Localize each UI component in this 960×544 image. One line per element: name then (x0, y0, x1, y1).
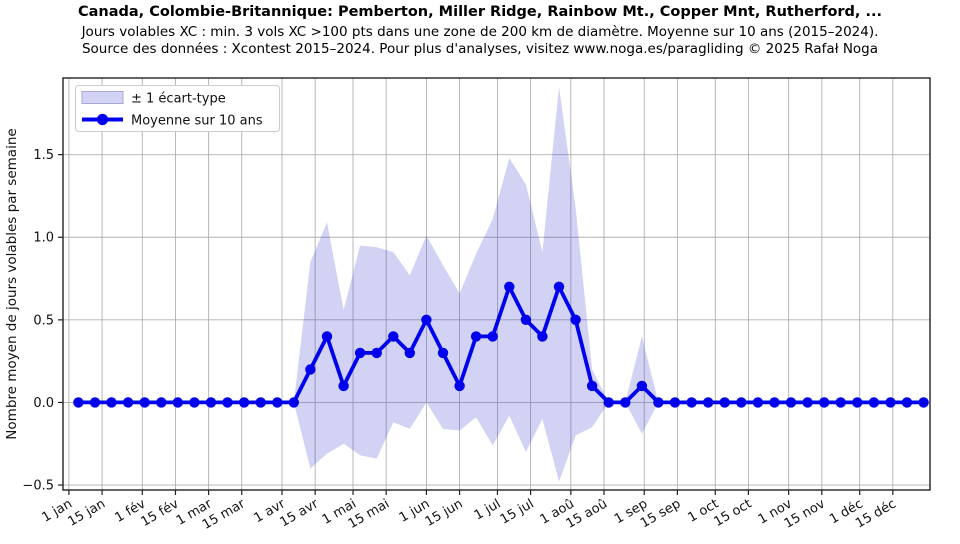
data-point-marker (487, 331, 498, 342)
data-point-marker (918, 397, 929, 408)
data-point-marker (570, 314, 581, 325)
data-point-marker (620, 397, 631, 408)
plot-border (62, 77, 931, 491)
data-point-marker (238, 397, 250, 408)
y-tick-label: 0.0 (33, 396, 54, 411)
data-point-marker (852, 397, 863, 408)
data-point-marker (802, 397, 813, 408)
y-axis-ticks: −0.5 0.0 0.5 1.0 1.5 (22, 148, 63, 494)
std-band-area (78, 86, 924, 482)
data-point-marker (205, 397, 217, 408)
data-point-marker (885, 397, 896, 408)
data-point-marker (272, 397, 283, 408)
legend-band-label: ± 1 écart-type (131, 92, 226, 107)
y-tick-label: 1.0 (33, 231, 54, 246)
data-point-marker (686, 397, 697, 408)
data-point-marker (437, 347, 449, 359)
data-point-marker (819, 397, 830, 408)
data-point-marker (537, 331, 548, 342)
data-point-marker (719, 397, 730, 408)
data-point-marker (106, 397, 117, 408)
y-axis-label: Nombre moyen de jours volables par semai… (4, 128, 20, 439)
data-point-marker (769, 397, 780, 408)
data-point-marker (454, 380, 465, 392)
data-point-marker (653, 397, 664, 408)
data-point-marker (752, 397, 764, 408)
x-tick-label: 15 fév (138, 496, 181, 530)
x-tick-label: 15 avr (278, 496, 322, 530)
data-point-marker (354, 347, 366, 359)
chart-legend: ± 1 écart-type Moyenne sur 10 ans (75, 85, 280, 132)
data-point-marker (172, 397, 183, 408)
data-point-marker (371, 347, 382, 359)
legend-band-swatch (81, 91, 124, 104)
legend-box (75, 85, 280, 132)
mean-line (76, 284, 926, 405)
x-tick-label: 15 jan (65, 496, 108, 529)
y-tick-label: 0.5 (33, 313, 54, 328)
data-point-marker (338, 380, 349, 392)
data-point-marker (421, 314, 432, 325)
data-point-marker (785, 397, 797, 408)
data-point-marker (586, 380, 598, 392)
data-point-marker (288, 397, 299, 408)
legend-line-label: Moyenne sur 10 ans (131, 114, 263, 129)
chart-subtitle-description: Jours volables XC : min. 3 vols XC >100 … (81, 24, 879, 40)
data-point-marker (122, 397, 134, 408)
data-point-marker (156, 397, 167, 408)
data-point-marker (901, 397, 913, 408)
data-point-marker (669, 397, 681, 408)
data-point-marker (470, 331, 482, 342)
data-point-marker (703, 397, 714, 408)
data-point-marker (404, 347, 415, 359)
page-title: Canada, Colombie-Britannique: Pemberton,… (77, 4, 883, 20)
y-tick-label: −0.5 (22, 479, 54, 494)
data-point-marker (73, 397, 84, 408)
data-point-marker (89, 397, 101, 408)
data-point-marker (835, 397, 846, 408)
data-point-marker (603, 397, 614, 408)
gridlines (63, 78, 930, 490)
data-point-marker (255, 397, 266, 408)
data-point-marker (736, 397, 747, 408)
mean-line-markers (73, 281, 929, 408)
x-tick-label: 15 jun (423, 496, 466, 529)
data-point-marker (139, 397, 150, 408)
x-tick-label: 15 oct (712, 496, 755, 529)
data-point-marker (504, 281, 515, 292)
data-point-marker (553, 281, 565, 292)
data-point-marker (388, 331, 399, 342)
data-point-marker (868, 397, 880, 408)
data-point-marker (189, 397, 200, 408)
data-point-marker (305, 364, 316, 375)
y-tick-label: 1.5 (33, 148, 54, 163)
x-tick-label: 1 jul (472, 496, 504, 523)
data-point-marker (520, 314, 532, 325)
data-point-marker (222, 397, 233, 408)
data-point-marker (321, 331, 333, 342)
chart-subtitle-source: Source des données : Xcontest 2015–2024.… (81, 41, 879, 57)
x-tick-label: 15 jul (498, 496, 537, 527)
data-point-marker (636, 380, 648, 392)
legend-line-marker (96, 113, 109, 126)
